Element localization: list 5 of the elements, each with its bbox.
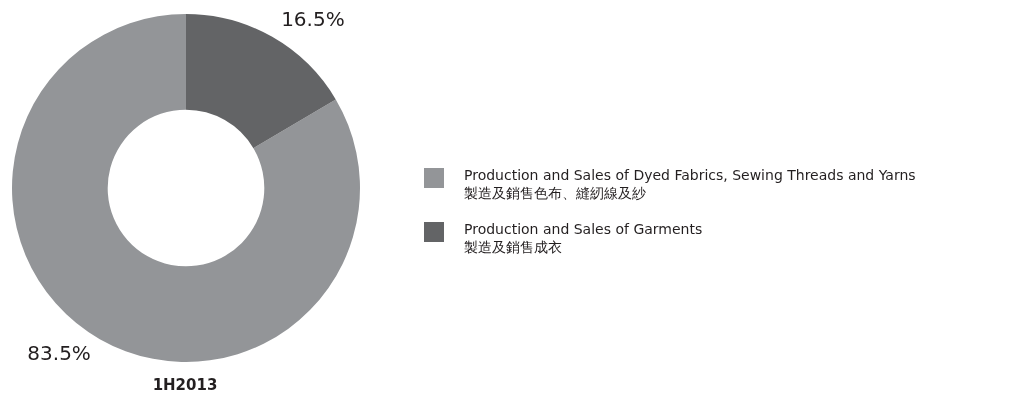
data-label: 83.5% — [27, 340, 91, 365]
data-label: 16.5% — [281, 7, 345, 32]
legend-label: Production and Sales of Garments 製造及銷售成衣 — [464, 220, 703, 256]
legend-label: Production and Sales of Dyed Fabrics, Sewing Threads and Yarns 製造及銷售色布、縫紉線及紗 — [464, 166, 916, 202]
text: 1H2013 — [151, 376, 219, 394]
